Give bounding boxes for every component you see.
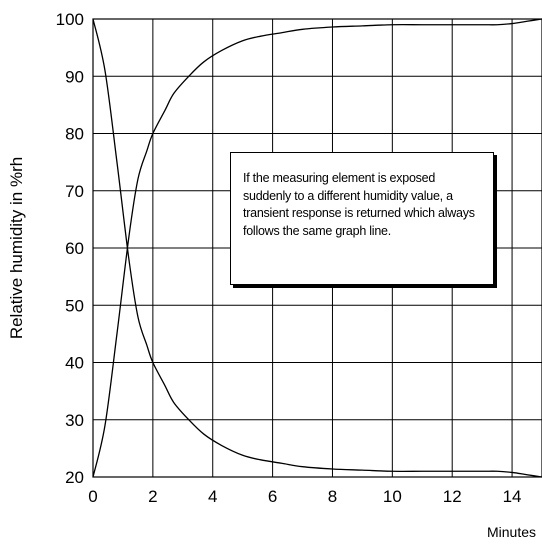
y-axis-label: Relative humidity in %rh [7, 157, 26, 339]
x-tick-label: 14 [503, 487, 522, 506]
x-tick-label: 10 [383, 487, 402, 506]
y-tick-label: 50 [65, 296, 84, 315]
series-line-falling [92, 18, 542, 478]
x-tick-label: 8 [328, 487, 337, 506]
x-tick-label: 0 [88, 487, 97, 506]
plot-series [92, 18, 542, 478]
y-tick-label: 40 [65, 354, 84, 373]
series-line-rising [92, 18, 542, 478]
y-tick-label: 20 [65, 468, 84, 487]
y-tick-label: 80 [65, 125, 84, 144]
y-tick-label: 100 [56, 10, 84, 29]
plot-frame [92, 18, 542, 478]
x-axis-label: Minutes [487, 524, 536, 540]
x-tick-label: 4 [208, 487, 217, 506]
annotation-callout: If the measuring element is exposed sudd… [230, 152, 494, 285]
axis-ticks: 0 2 4 6 8 10 12 14 20 30 40 50 60 70 80 90 100 [56, 10, 522, 506]
y-tick-label: 60 [65, 239, 84, 258]
x-tick-label: 2 [148, 487, 157, 506]
x-tick-label: 12 [443, 487, 462, 506]
y-tick-label: 70 [65, 182, 84, 201]
y-tick-label: 30 [65, 411, 84, 430]
y-tick-label: 90 [65, 67, 84, 86]
x-tick-label: 6 [268, 487, 277, 506]
